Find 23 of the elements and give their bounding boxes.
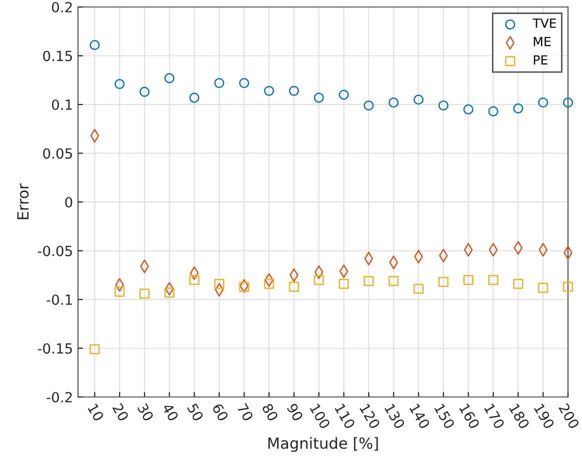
x-tick-label: 80 xyxy=(262,402,279,422)
y-tick-label: -0.05 xyxy=(38,246,72,256)
legend-label: TVE xyxy=(532,18,556,28)
y-axis-title: Error xyxy=(17,183,29,220)
y-tick-label: 0.1 xyxy=(52,99,72,110)
x-tick-label: 50 xyxy=(186,402,204,422)
x-tick-label: 40 xyxy=(162,402,179,422)
x-tick-label: 30 xyxy=(137,402,154,422)
y-tick-label: 0.2 xyxy=(52,2,72,12)
y-tick-label: 0.15 xyxy=(43,50,72,62)
x-tick-label: 90 xyxy=(286,402,304,422)
x-tick-label: 70 xyxy=(236,402,254,422)
x-tick-label: 60 xyxy=(212,402,229,422)
legend-label: PE xyxy=(534,55,548,64)
x-tick-label: 20 xyxy=(112,402,130,422)
y-tick-label: -0.15 xyxy=(38,343,72,354)
y-tick-label: -0.1 xyxy=(46,294,72,305)
y-tick-label: 0 xyxy=(65,196,72,208)
y-tick-label: 0.05 xyxy=(43,148,72,159)
x-axis-title: Magnitude [%] xyxy=(268,437,378,452)
x-tick-label: 10 xyxy=(88,403,104,422)
y-tick-label: -0.2 xyxy=(46,392,72,402)
legend-label: ME xyxy=(534,36,551,46)
